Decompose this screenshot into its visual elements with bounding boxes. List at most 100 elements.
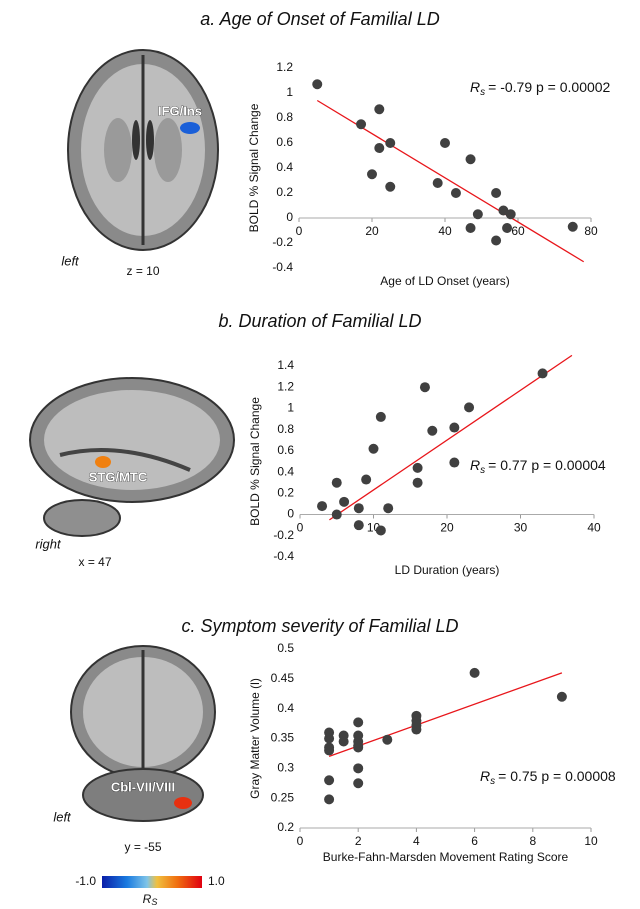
y-tick-label: 1 (286, 85, 293, 99)
point (568, 222, 578, 232)
y-tick-label: -0.2 (272, 235, 293, 249)
chart-title: c. Symptom severity of Familial LD (181, 616, 458, 636)
point (502, 223, 512, 233)
stat-subscript: s (490, 776, 495, 787)
y-tick-label: 0.45 (271, 671, 295, 685)
x-axis-label: LD Duration (years) (395, 563, 500, 577)
y-tick-label: 0 (287, 507, 294, 521)
point (466, 154, 476, 164)
y-tick-label: 0.8 (276, 110, 293, 124)
fit-line (329, 355, 572, 519)
point (473, 209, 483, 219)
point (353, 778, 363, 788)
y-tick-label: 0.4 (277, 701, 294, 715)
stat-subscript: s (480, 465, 485, 476)
x-tick-label: 0 (297, 521, 304, 535)
y-axis-label: BOLD % Signal Change (248, 397, 262, 526)
point (427, 426, 437, 436)
point (557, 692, 567, 702)
x-tick-label: 4 (413, 834, 420, 848)
point (376, 412, 386, 422)
y-tick-label: -0.2 (273, 528, 294, 542)
x-tick-label: 0 (296, 224, 303, 238)
point (466, 223, 476, 233)
y-tick-label: -0.4 (272, 260, 293, 274)
x-tick-label: 20 (365, 224, 379, 238)
point (385, 182, 395, 192)
point (374, 143, 384, 153)
brain-image (30, 378, 234, 536)
point (339, 736, 349, 746)
point (367, 169, 377, 179)
brain-image (68, 50, 218, 250)
point (506, 209, 516, 219)
chart-title: b. Duration of Familial LD (218, 311, 421, 331)
point (470, 668, 480, 678)
point (382, 735, 392, 745)
point (411, 725, 421, 735)
stat-text: = 0.75 p = 0.00008 (498, 768, 616, 784)
x-tick-label: 8 (529, 834, 536, 848)
x-tick-label: 40 (438, 224, 452, 238)
point (353, 763, 363, 773)
x-tick-label: 60 (511, 224, 525, 238)
point (538, 368, 548, 378)
y-tick-label: 0.2 (277, 820, 294, 834)
colorbar-symbol: R (143, 892, 152, 906)
slice-label: z = 10 (126, 264, 159, 278)
point (385, 138, 395, 148)
point (491, 236, 501, 246)
colorbar (102, 876, 202, 888)
stat-text: = 0.77 p = 0.00004 (488, 457, 606, 473)
figure: a. Age of Onset of Familial LD-0.4-0.200… (0, 0, 640, 909)
x-tick-label: 10 (584, 834, 598, 848)
stat-subscript: s (480, 87, 485, 98)
point (491, 188, 501, 198)
y-tick-label: 0.4 (277, 464, 294, 478)
y-tick-label: 0.2 (277, 486, 294, 500)
point (317, 501, 327, 511)
y-tick-label: 0.6 (276, 135, 293, 149)
fit-line (329, 673, 562, 757)
x-tick-label: 2 (355, 834, 362, 848)
point (449, 458, 459, 468)
point (449, 423, 459, 433)
y-tick-label: 0.35 (271, 731, 295, 745)
point (356, 119, 366, 129)
slice-label: x = 47 (78, 555, 111, 569)
y-tick-label: 0.8 (277, 422, 294, 436)
point (464, 402, 474, 412)
y-axis-label: Gray Matter Volume (l) (248, 678, 262, 799)
y-tick-label: 1.2 (276, 60, 293, 74)
point (332, 510, 342, 520)
point (312, 79, 322, 89)
colorbar-tick-label: 1.0 (208, 874, 225, 888)
y-tick-label: 0.6 (277, 443, 294, 457)
y-tick-label: 1.2 (277, 379, 294, 393)
point (369, 444, 379, 454)
x-tick-label: 20 (440, 521, 454, 535)
point (354, 503, 364, 513)
colorbar-tick-label: -1.0 (75, 874, 96, 888)
stat-symbol: R (470, 457, 480, 473)
y-tick-label: -0.4 (273, 549, 294, 563)
y-tick-label: 1.4 (277, 358, 294, 372)
x-axis-label: Age of LD Onset (years) (380, 274, 509, 288)
x-tick-label: 30 (514, 521, 528, 535)
point (376, 525, 386, 535)
chart-title: a. Age of Onset of Familial LD (200, 9, 439, 29)
brain-image (71, 646, 215, 821)
point (440, 138, 450, 148)
y-tick-label: 0.2 (276, 185, 293, 199)
annotation: Rs= -0.79 p = 0.00002 (470, 79, 611, 98)
annotation: Rs= 0.75 p = 0.00008 (480, 768, 616, 787)
y-tick-label: 1 (287, 401, 294, 415)
point (420, 382, 430, 392)
point (451, 188, 461, 198)
point (324, 745, 334, 755)
x-tick-label: 80 (584, 224, 598, 238)
point (413, 463, 423, 473)
region-label: IFG/Ins (158, 103, 202, 118)
region-label: STG/MTC (89, 469, 148, 484)
y-tick-label: 0.25 (271, 790, 295, 804)
